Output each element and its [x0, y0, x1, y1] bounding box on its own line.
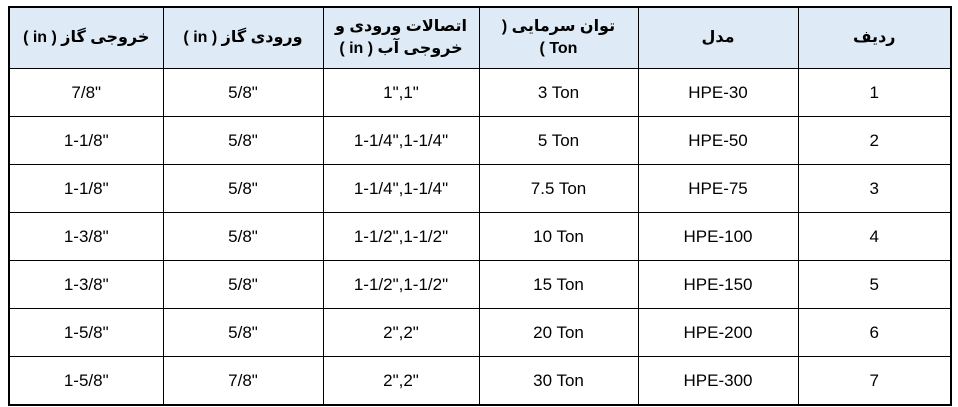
table-cell: 1-5/8" — [8, 356, 164, 406]
table-cell: 30 Ton — [478, 356, 639, 406]
table-row: 4 HPE-100 10 Ton 1-1/2",1-1/2" 5/8" 1-3/… — [8, 212, 952, 261]
table-cell: 2",2" — [322, 356, 480, 406]
table-row: 6 HPE-200 20 Ton 2",2" 5/8" 1-5/8" — [8, 308, 952, 357]
table-body: 1 HPE-30 3 Ton 1",1" 5/8" 7/8" 2 HPE-50 … — [8, 68, 952, 406]
table-row: 5 HPE-150 15 Ton 1-1/2",1-1/2" 5/8" 1-3/… — [8, 260, 952, 309]
header-row: ردیف مدل توان سرمایی ( Ton ) اتصالات ورو… — [8, 6, 952, 69]
header-model: مدل — [637, 6, 799, 69]
table-cell: 2",2" — [322, 308, 480, 357]
table-cell: 15 Ton — [478, 260, 639, 309]
table-cell: 1-1/2",1-1/2" — [322, 260, 480, 309]
table-cell: 7/8" — [162, 356, 324, 406]
table-cell: 5 Ton — [478, 116, 639, 165]
table-cell: 5/8" — [162, 164, 324, 213]
table-cell: 1-1/8" — [8, 116, 164, 165]
table-cell: 5/8" — [162, 116, 324, 165]
header-water-connections: اتصالات ورودی و خروجی آب ( in ) — [322, 6, 480, 69]
header-gas-outlet: خروجی گاز ( in ) — [8, 6, 164, 69]
table-cell: 1-1/4",1-1/4" — [322, 116, 480, 165]
table-cell: 1-1/4",1-1/4" — [322, 164, 480, 213]
table-header: ردیف مدل توان سرمایی ( Ton ) اتصالات ورو… — [8, 6, 952, 69]
table-cell: 1-3/8" — [8, 212, 164, 261]
table-cell: 1-1/8" — [8, 164, 164, 213]
table-cell: 1 — [797, 68, 952, 117]
table-cell: HPE-30 — [637, 68, 799, 117]
table-cell: HPE-50 — [637, 116, 799, 165]
table-cell: 5/8" — [162, 68, 324, 117]
table-cell: 3 — [797, 164, 952, 213]
header-row-number: ردیف — [797, 6, 952, 69]
table-cell: 7 — [797, 356, 952, 406]
table-cell: 2 — [797, 116, 952, 165]
table-cell: 7/8" — [8, 68, 164, 117]
table-cell: HPE-75 — [637, 164, 799, 213]
table-cell: 1-3/8" — [8, 260, 164, 309]
table-cell: 5/8" — [162, 260, 324, 309]
table-cell: 3 Ton — [478, 68, 639, 117]
spec-table: ردیف مدل توان سرمایی ( Ton ) اتصالات ورو… — [8, 6, 952, 406]
table-cell: 20 Ton — [478, 308, 639, 357]
table-cell: 6 — [797, 308, 952, 357]
table-cell: 10 Ton — [478, 212, 639, 261]
table-cell: 5/8" — [162, 212, 324, 261]
table-cell: 5 — [797, 260, 952, 309]
table-cell: 1-5/8" — [8, 308, 164, 357]
table-cell: 4 — [797, 212, 952, 261]
table-row: 3 HPE-75 7.5 Ton 1-1/4",1-1/4" 5/8" 1-1/… — [8, 164, 952, 213]
table-row: 1 HPE-30 3 Ton 1",1" 5/8" 7/8" — [8, 68, 952, 117]
table-cell: HPE-300 — [637, 356, 799, 406]
table-cell: HPE-100 — [637, 212, 799, 261]
table-cell: 7.5 Ton — [478, 164, 639, 213]
table-cell: 1-1/2",1-1/2" — [322, 212, 480, 261]
table-cell: HPE-200 — [637, 308, 799, 357]
table-cell: 1",1" — [322, 68, 480, 117]
table-row: 2 HPE-50 5 Ton 1-1/4",1-1/4" 5/8" 1-1/8" — [8, 116, 952, 165]
header-cooling-capacity: توان سرمایی ( Ton ) — [478, 6, 639, 69]
table-cell: 5/8" — [162, 308, 324, 357]
table-row: 7 HPE-300 30 Ton 2",2" 7/8" 1-5/8" — [8, 356, 952, 406]
header-gas-inlet: ورودی گاز ( in ) — [162, 6, 324, 69]
table-cell: HPE-150 — [637, 260, 799, 309]
